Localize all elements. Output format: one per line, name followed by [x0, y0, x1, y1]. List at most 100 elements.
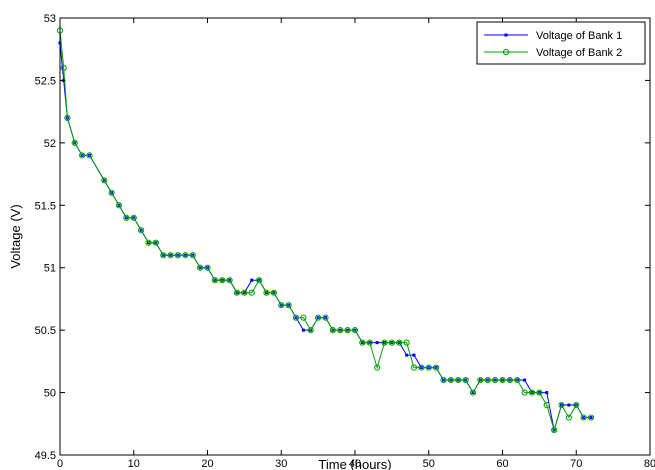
data-point-bank-2-16: [174, 252, 182, 259]
data-point-bank-2-48: [410, 364, 418, 371]
y-tick-label-52.5: 52.5: [35, 75, 56, 87]
x-tick-label-40: 40: [349, 458, 361, 470]
y-tick-label-50: 50: [44, 388, 56, 400]
data-point-bank-2-40: [351, 327, 359, 334]
data-point-bank-2-29: [270, 289, 277, 296]
data-point-bank-2-55: [462, 376, 469, 384]
data-point-bank-2-57: [477, 376, 484, 384]
data-point-bank-2-32: [292, 314, 300, 321]
data-point-bank-2-28: [263, 289, 270, 296]
data-point-bank-2-71: [580, 414, 587, 421]
data-point-bank-2-63: [521, 389, 528, 396]
data-point-bank-2-6: [101, 177, 108, 184]
y-tick-label-50.5: 50.5: [35, 325, 56, 337]
data-point-bank-1-63: [523, 378, 527, 382]
data-point-bank-2-52: [440, 376, 447, 384]
data-point-bank-2-60: [499, 376, 506, 384]
data-point-bank-2-4: [79, 152, 86, 159]
data-point-bank-2-10: [130, 214, 137, 221]
x-tick-label-80: 80: [644, 458, 655, 470]
data-point-bank-2-34: [307, 327, 314, 334]
y-axis-label: Voltage (V): [8, 204, 23, 268]
data-point-bank-1-26: [250, 278, 254, 282]
data-point-bank-2-61: [506, 376, 513, 384]
data-point-bank-2-42: [366, 339, 373, 346]
data-point-bank-2-2: [64, 114, 71, 121]
data-point-bank-2-50: [425, 364, 432, 371]
data-point-bank-1-47: [405, 353, 409, 357]
data-point-bank-2-62: [514, 376, 521, 384]
data-point-bank-2-25: [241, 289, 248, 296]
data-point-bank-2-41: [359, 339, 366, 346]
legend-marker-bank-1: [504, 33, 508, 37]
data-point-bank-2-13: [152, 239, 159, 246]
data-point-bank-2-64: [528, 389, 536, 396]
series-bank-2: [56, 27, 595, 434]
data-point-bank-2-1: [60, 64, 67, 72]
data-point-bank-2-67: [551, 426, 558, 434]
data-point-bank-2-43: [374, 364, 381, 371]
data-point-bank-2-20: [204, 264, 211, 271]
data-point-bank-2-58: [484, 376, 491, 384]
data-point-bank-2-70: [573, 401, 580, 409]
data-point-bank-2-33: [300, 314, 307, 321]
x-tick-label-30: 30: [275, 458, 287, 470]
x-tick-label-10: 10: [128, 458, 140, 470]
data-point-bank-2-15: [167, 252, 174, 259]
x-tick-label-0: 0: [57, 458, 63, 470]
data-point-bank-2-54: [455, 376, 462, 384]
y-tick-label-49.5: 49.5: [35, 450, 56, 462]
data-point-bank-2-11: [138, 227, 145, 234]
data-point-bank-2-31: [285, 302, 292, 309]
legend: Voltage of Bank 1 Voltage of Bank 2: [476, 21, 646, 65]
y-tick-label-52: 52: [44, 138, 56, 150]
x-tick-label-70: 70: [570, 458, 582, 470]
data-point-bank-2-38: [337, 327, 344, 334]
plot-area: [60, 18, 650, 455]
legend-marker-bank-2: [502, 48, 510, 56]
data-point-bank-2-37: [329, 327, 336, 334]
data-point-bank-1-43: [375, 341, 379, 345]
data-point-bank-2-45: [388, 339, 395, 346]
series-layer: [56, 27, 595, 434]
data-point-bank-2-47: [403, 339, 410, 346]
data-point-bank-2-9: [123, 214, 130, 221]
data-point-bank-2-21: [211, 277, 218, 284]
data-point-bank-2-49: [418, 364, 425, 371]
data-point-bank-2-35: [315, 314, 322, 321]
data-point-bank-2-30: [278, 302, 285, 309]
legend-box: [476, 21, 646, 65]
data-point-bank-1-48: [412, 353, 416, 357]
data-point-bank-2-53: [447, 376, 454, 384]
data-point-bank-2-27: [256, 277, 263, 284]
data-point-bank-2-8: [115, 202, 123, 209]
data-point-bank-2-59: [492, 376, 499, 384]
data-point-bank-1-66: [545, 391, 549, 395]
data-point-bank-2-5: [86, 152, 93, 159]
data-point-bank-2-65: [536, 389, 543, 396]
data-point-bank-2-46: [396, 339, 403, 346]
data-point-bank-2-72: [587, 414, 595, 421]
data-point-bank-2-19: [197, 264, 204, 271]
data-point-bank-2-17: [182, 252, 189, 259]
data-point-bank-2-14: [160, 252, 167, 259]
legend-label-bank-1: Voltage of Bank 1: [536, 30, 622, 42]
data-point-bank-2-44: [381, 339, 388, 346]
data-point-bank-2-26: [248, 289, 255, 296]
data-point-bank-2-7: [108, 189, 115, 196]
data-point-bank-1-33: [301, 328, 305, 332]
data-point-bank-2-12: [145, 239, 152, 246]
x-tick-label-20: 20: [201, 458, 213, 470]
data-point-bank-2-36: [322, 314, 329, 321]
data-point-bank-2-39: [344, 327, 351, 334]
data-point-bank-2-68: [558, 401, 565, 409]
data-point-bank-2-66: [543, 401, 550, 409]
data-point-bank-2-24: [233, 289, 241, 296]
x-tick-label-50: 50: [423, 458, 435, 470]
data-point-bank-2-3: [71, 139, 78, 146]
y-tick-label-51: 51: [44, 263, 56, 275]
data-point-bank-2-56: [469, 389, 477, 396]
data-point-bank-1-69: [567, 403, 571, 407]
data-point-bank-2-69: [565, 414, 572, 421]
